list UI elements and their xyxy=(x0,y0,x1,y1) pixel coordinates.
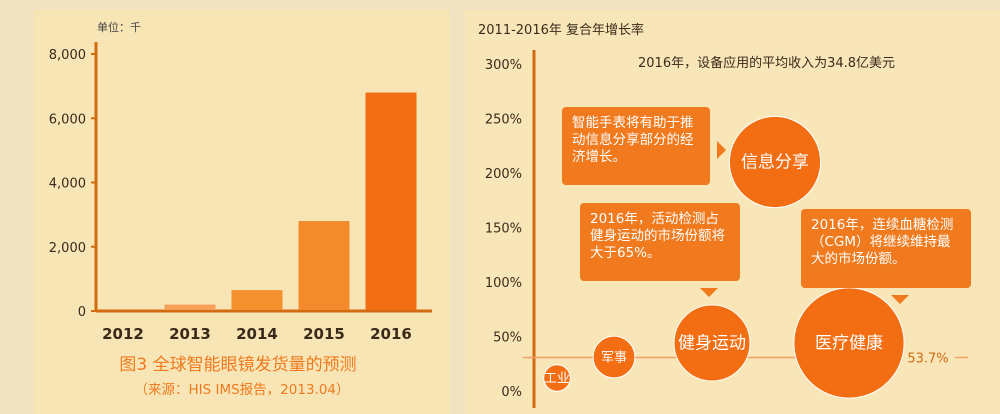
revenue-headline: 2016年，设备应用的平均收入为34.8亿美元 xyxy=(638,55,895,71)
bubble-label: 军事 xyxy=(601,350,627,365)
callout-smartwatch: 智能手表将有助于推动信息分享部分的经济增长。 xyxy=(562,107,726,185)
bubble-信息分享 xyxy=(728,115,822,209)
callout-fitness: 2016年，活动检测占健身运动的市场份额将大于65%。 xyxy=(580,203,740,297)
y-tick-label: 8,000 xyxy=(49,48,86,63)
y-tick-label: 250% xyxy=(485,113,522,128)
bubble-健身运动 xyxy=(673,304,751,382)
bubble-label: 健身运动 xyxy=(678,334,746,354)
bar-2013 xyxy=(164,304,216,310)
y-tick-label: 300% xyxy=(485,58,522,73)
y-tick-label: 4,000 xyxy=(49,177,86,192)
y-tick-label: 150% xyxy=(485,222,522,237)
bubble-label: 信息分享 xyxy=(741,153,809,173)
bubble-label: 医疗健康 xyxy=(815,334,883,354)
y-tick-label: 50% xyxy=(493,331,522,346)
x-tick-label: 2015 xyxy=(303,325,345,343)
unit-label: 单位：千 xyxy=(97,20,141,34)
bubble-工业 xyxy=(543,364,571,392)
y-tick-label: 0% xyxy=(501,385,522,400)
y-tick-label: 2,000 xyxy=(49,241,86,256)
x-tick-label: 2014 xyxy=(236,325,278,343)
y-tick-label: 0 xyxy=(78,305,86,320)
bar-2012 xyxy=(97,309,149,310)
x-tick-label: 2016 xyxy=(370,325,412,343)
callout-cgm: 2016年，连续血糖检测（CGM）将继续维持最大的市场份额。 xyxy=(801,209,971,304)
bubble-军事 xyxy=(592,335,636,379)
y-tick-label: 6,000 xyxy=(49,112,86,127)
reference-line-label: 53.7% xyxy=(907,351,948,366)
x-tick-label: 2013 xyxy=(169,325,211,343)
bubble-label: 工业 xyxy=(544,371,570,386)
bar-2015 xyxy=(298,221,350,310)
bar-2014 xyxy=(231,290,283,310)
chart-caption: 图3 全球智能眼镜发货量的预测 xyxy=(119,355,356,375)
chart-source: （来源：HIS IMS报告，2013.04） xyxy=(134,382,349,398)
cagr-title: 2011-2016年 复合年增长率 xyxy=(478,22,644,38)
x-tick-label: 2012 xyxy=(102,325,144,343)
y-tick-label: 100% xyxy=(485,276,522,291)
shipment-bar-chart: 0 2,000 4,000 6,000 8,000 2012 2013 2014 2015 201… xyxy=(49,42,432,343)
bar-2016 xyxy=(365,92,417,310)
cagr-bubble-chart: 0% 50% 100% 150% 200% 250% 300% 53.7% 工业 军事 健身运动 医疗… xyxy=(485,50,968,408)
y-tick-label: 200% xyxy=(485,167,522,182)
